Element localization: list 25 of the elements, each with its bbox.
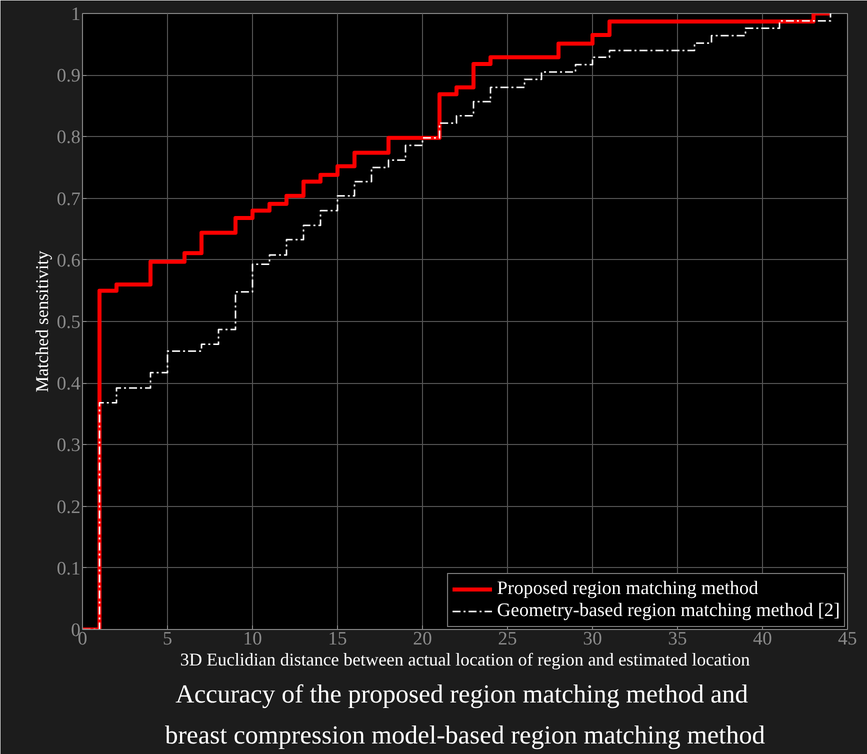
x-tick-label: 20	[413, 628, 432, 650]
legend-label: Geometry-based region matching method [2]	[497, 600, 840, 622]
y-tick-label: 1	[71, 4, 80, 25]
x-tick-label: 40	[753, 628, 772, 650]
x-tick-label: 45	[838, 628, 857, 650]
y-axis-title: Matched sensitivity	[32, 250, 52, 392]
legend-label: Proposed region matching method	[497, 578, 758, 600]
y-tick-label: 0.3	[56, 435, 80, 456]
text: Accuracy of the proposed region matching method and	[175, 680, 748, 708]
x-tick-label: 5	[162, 628, 172, 650]
x-tick-label: 10	[243, 628, 262, 650]
y-tick-label: 0.2	[56, 496, 80, 518]
text: breast compression model-based region matching method	[164, 720, 766, 750]
y-tick-label: 0.4	[56, 374, 81, 395]
x-tick-label: 35	[668, 628, 687, 650]
x-tick-label: 25	[498, 628, 517, 650]
y-tick-label: 0.6	[56, 250, 80, 272]
y-tick-label: 0.9	[56, 66, 80, 87]
x-tick-label: 15	[328, 628, 347, 650]
x-axis-title: 3D Euclidian distance between actual location of region and estimated location	[180, 650, 750, 670]
y-tick-label: 0.1	[56, 558, 80, 580]
y-tick-label: 0.8	[56, 127, 80, 148]
y-tick-label: 0.5	[56, 312, 80, 333]
y-tick-label: 0.7	[56, 188, 80, 210]
x-tick-label: 30	[583, 628, 602, 650]
